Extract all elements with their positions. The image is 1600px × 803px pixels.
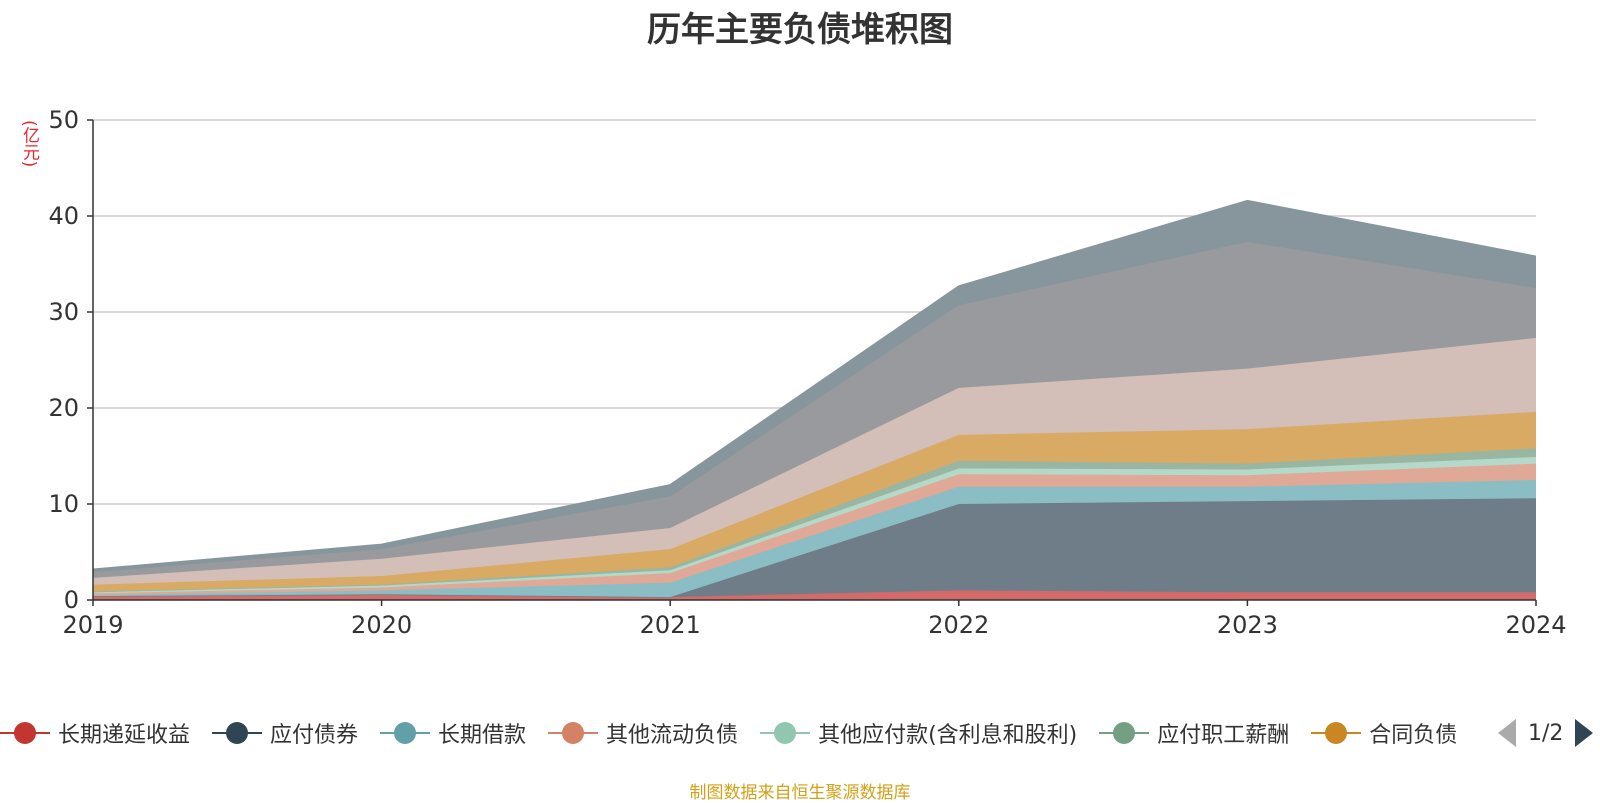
area-series-6 bbox=[93, 411, 1536, 592]
legend-label: 其他应付款(含利息和股利) bbox=[818, 723, 1078, 748]
legend-pager: 1/2 bbox=[1498, 715, 1594, 751]
legend-label: 长期借款 bbox=[438, 723, 527, 748]
area-chart: 0 10 20 30 40 50 2019 2020 2021 2022 2023 2024 bbox=[48, 106, 1566, 639]
area-series-8 bbox=[93, 241, 1536, 578]
y-axis-unit: (亿元) bbox=[19, 120, 39, 168]
legend-marker-icon bbox=[760, 719, 811, 747]
legend-items: 长期递延收益 应付债券 长期借款 其他流动负债 其他应付款(含利息和股利) 应付职工薪酬 合… bbox=[0, 715, 1482, 755]
legend-page-indicator: 1/2 bbox=[1528, 720, 1564, 746]
x-tick-label: 2024 bbox=[1505, 611, 1566, 639]
legend-item[interactable]: 长期递延收益 bbox=[0, 715, 190, 751]
legend-marker-icon bbox=[0, 719, 50, 747]
legend-label: 其他流动负债 bbox=[606, 723, 739, 748]
x-tick-label: 2022 bbox=[928, 611, 989, 639]
legend-label: 应付职工薪酬 bbox=[1157, 723, 1290, 748]
area-series-5 bbox=[93, 448, 1536, 593]
legend-marker-icon bbox=[212, 719, 263, 747]
x-tick-label: 2023 bbox=[1217, 611, 1278, 639]
legend-marker-icon bbox=[548, 719, 599, 747]
area-series-1 bbox=[93, 498, 1536, 598]
legend-item[interactable]: 长期借款 bbox=[380, 715, 526, 751]
series-line-9 bbox=[92, 199, 1537, 571]
area-series-0 bbox=[93, 590, 1536, 600]
y-tick-label: 40 bbox=[48, 202, 79, 230]
data-source-footer: 制图数据来自恒生聚源数据库 bbox=[689, 783, 911, 803]
y-tick-label: 30 bbox=[48, 298, 79, 326]
y-tick-label: 50 bbox=[48, 106, 79, 134]
area-series-9 bbox=[93, 200, 1536, 573]
legend-label: 长期递延收益 bbox=[58, 723, 191, 748]
x-tick-label: 2020 bbox=[351, 611, 412, 639]
x-tick-label: 2019 bbox=[62, 611, 123, 639]
legend-item[interactable]: 其他应付款(含利息和股利) bbox=[760, 715, 1077, 751]
y-tick-label: 0 bbox=[64, 586, 79, 614]
area-series-7 bbox=[93, 337, 1536, 585]
legend-item[interactable]: 合同负债 bbox=[1311, 715, 1457, 751]
legend-label: 应付债券 bbox=[270, 723, 359, 748]
legend-item[interactable]: 其他流动负债 bbox=[548, 715, 738, 751]
legend-prev-icon[interactable] bbox=[1498, 719, 1516, 747]
area-series-3 bbox=[93, 463, 1536, 596]
legend-item[interactable]: 应付职工薪酬 bbox=[1099, 715, 1289, 751]
chart-title: 历年主要负债堆积图 bbox=[647, 10, 953, 50]
y-tick-label: 20 bbox=[48, 394, 79, 422]
legend-item[interactable]: 应付债券 bbox=[212, 715, 358, 751]
legend-marker-icon bbox=[1099, 719, 1150, 747]
legend-label: 合同负债 bbox=[1369, 723, 1458, 748]
x-tick-label: 2021 bbox=[640, 611, 701, 639]
legend-marker-icon bbox=[380, 719, 431, 747]
legend-marker-icon bbox=[1311, 719, 1362, 747]
legend-next-icon[interactable] bbox=[1575, 719, 1594, 747]
legend: 长期递延收益 应付债券 长期借款 其他流动负债 其他应付款(含利息和股利) 应付职工薪酬 合… bbox=[0, 715, 1600, 755]
y-tick-label: 10 bbox=[48, 490, 79, 518]
area-series-2 bbox=[93, 480, 1536, 598]
